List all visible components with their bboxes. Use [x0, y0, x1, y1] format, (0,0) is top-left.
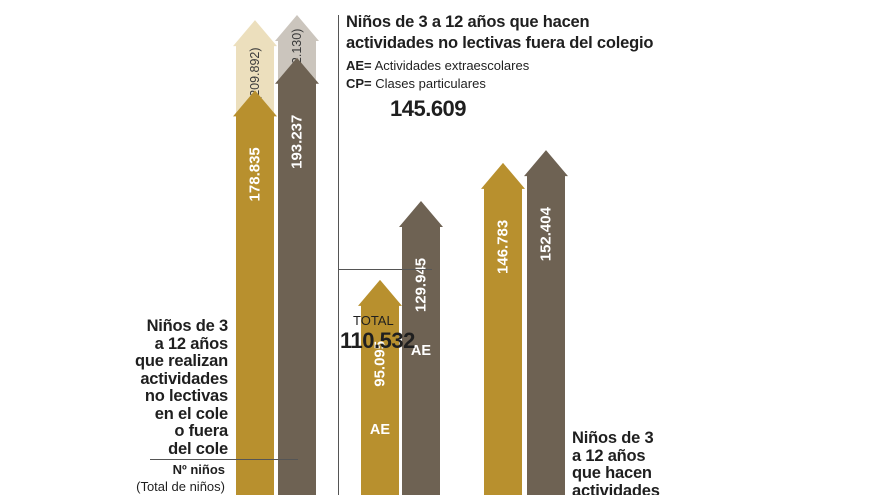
left-description-line: o fuera: [174, 422, 228, 440]
total-caption: TOTAL: [353, 313, 394, 328]
bar-arrow: [233, 90, 277, 495]
legend-text: Clases particulares: [375, 76, 486, 91]
left-description-line: del cole: [168, 439, 228, 458]
right-description: Niños de 3 a 12 años que hacen actividad…: [572, 429, 660, 495]
bar-tag-label: AE: [370, 422, 390, 438]
right-description-line: que hacen: [572, 464, 652, 482]
section-divider: [338, 269, 432, 270]
vertical-divider: [338, 15, 339, 495]
total-value-label: 110.532: [340, 328, 415, 353]
bar-tag-label: AE: [411, 343, 431, 359]
right-description-line: Niños de 3: [572, 429, 654, 447]
bar-arrow: [399, 200, 443, 495]
legend-item: CP= Clases particulares: [346, 76, 486, 92]
left-description-line: no lectivas: [144, 387, 228, 405]
top-value-label: 145.609: [390, 96, 467, 121]
bar-arrow: [358, 279, 402, 495]
left-description: Niños de 3 a 12 años que realizan activi…: [135, 317, 229, 458]
bar-value-label: 152.404: [538, 206, 555, 261]
bar-arrow: [275, 57, 319, 495]
legend-item: AE= Actividades extraescolares: [346, 58, 529, 74]
right-description-line: actividades: [572, 481, 660, 495]
chart-title: Niños de 3 a 12 años que hacen actividad…: [346, 12, 653, 54]
ghost-value-label: (209.892): [248, 47, 262, 101]
bar-value-label: 95.095: [372, 341, 389, 387]
unit-divider: [150, 459, 298, 460]
unit-label: Nº niños: [172, 462, 225, 477]
legend-key: CP=: [346, 76, 372, 91]
chart-title-line: actividades no lectivas fuera del colegi…: [346, 34, 654, 52]
legend-key: AE=: [346, 58, 372, 73]
left-description-line: en el cole: [154, 404, 228, 423]
unit-sublabel: (Total de niños): [136, 479, 225, 494]
bar-value-label: 129.945: [413, 258, 430, 312]
bar-value-label: 193.237: [289, 115, 306, 169]
bar-arrow: [524, 150, 568, 495]
bar-arrow: [481, 162, 525, 495]
bar-value-label: 178.835: [247, 147, 264, 201]
left-description-line: a 12 años: [154, 334, 229, 353]
left-description-line: que realizan: [135, 352, 228, 370]
legend-text: Actividades extraescolares: [374, 58, 530, 73]
left-description-line: actividades: [140, 369, 228, 388]
right-description-line: a 12 años: [572, 446, 646, 465]
bar-value-label: 146.783: [495, 220, 512, 274]
left-description-line: Niños de 3: [146, 317, 229, 335]
chart-title-line: Niños de 3 a 12 años que hacen: [346, 13, 590, 31]
